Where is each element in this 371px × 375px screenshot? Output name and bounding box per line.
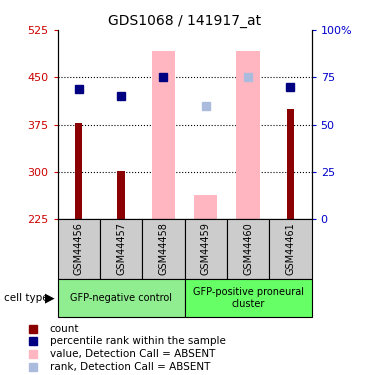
Text: GSM44459: GSM44459: [201, 222, 211, 275]
Text: cell type: cell type: [4, 293, 48, 303]
Bar: [142, 219, 185, 279]
Text: ▶: ▶: [45, 292, 55, 304]
Bar: [227, 219, 269, 279]
Text: GSM44461: GSM44461: [285, 222, 295, 275]
Text: GSM44458: GSM44458: [158, 222, 168, 275]
Text: GSM44460: GSM44460: [243, 222, 253, 275]
Text: GSM44457: GSM44457: [116, 222, 126, 275]
Bar: [194, 195, 217, 219]
Bar: [58, 279, 185, 317]
Title: GDS1068 / 141917_at: GDS1068 / 141917_at: [108, 13, 261, 28]
Bar: [185, 219, 227, 279]
Bar: [58, 219, 100, 279]
Bar: [269, 219, 312, 279]
Text: count: count: [50, 324, 79, 334]
Bar: [152, 51, 175, 219]
Bar: [117, 171, 125, 219]
Text: GFP-positive proneural
cluster: GFP-positive proneural cluster: [193, 287, 303, 309]
Text: percentile rank within the sample: percentile rank within the sample: [50, 336, 226, 346]
Bar: [287, 109, 294, 219]
Text: GFP-negative control: GFP-negative control: [70, 293, 172, 303]
Bar: [236, 51, 260, 219]
Bar: [75, 123, 82, 219]
Text: rank, Detection Call = ABSENT: rank, Detection Call = ABSENT: [50, 362, 210, 372]
Text: GSM44456: GSM44456: [74, 222, 84, 275]
Text: value, Detection Call = ABSENT: value, Detection Call = ABSENT: [50, 349, 215, 359]
Bar: [100, 219, 142, 279]
Bar: [185, 279, 312, 317]
